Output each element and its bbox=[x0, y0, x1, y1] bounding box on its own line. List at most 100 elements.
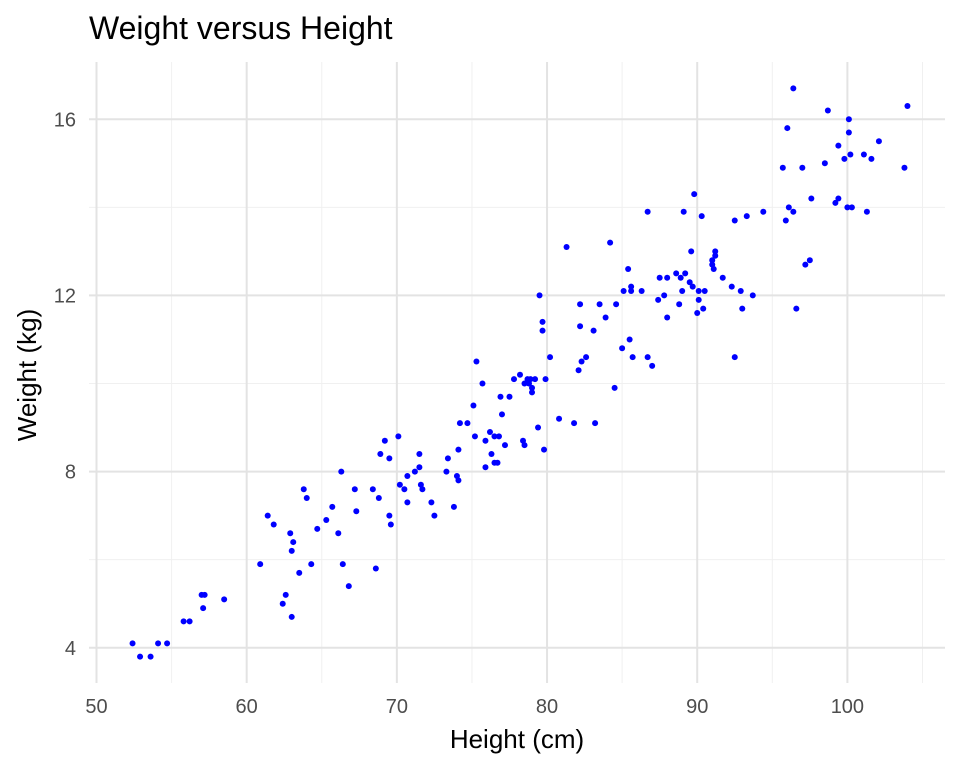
data-point bbox=[345, 583, 352, 590]
data-point bbox=[613, 301, 620, 308]
data-point bbox=[656, 274, 663, 281]
data-point bbox=[785, 204, 792, 211]
data-point bbox=[835, 142, 842, 149]
data-point bbox=[577, 301, 584, 308]
data-point bbox=[200, 605, 207, 612]
data-point bbox=[790, 85, 797, 92]
data-point bbox=[456, 420, 463, 427]
data-point bbox=[661, 292, 668, 299]
data-point bbox=[821, 160, 828, 167]
x-axis-title: Height (cm) bbox=[450, 724, 584, 754]
data-point bbox=[845, 129, 852, 136]
data-point bbox=[494, 459, 501, 466]
data-point bbox=[779, 164, 786, 171]
data-point bbox=[443, 468, 450, 475]
x-tick-label: 100 bbox=[831, 696, 864, 718]
data-point bbox=[844, 204, 851, 211]
data-point bbox=[620, 288, 627, 295]
data-point bbox=[288, 547, 295, 554]
data-point bbox=[444, 455, 451, 462]
data-point bbox=[700, 305, 707, 312]
data-point bbox=[186, 618, 193, 625]
data-point bbox=[676, 301, 683, 308]
data-point bbox=[510, 376, 517, 383]
data-point bbox=[677, 274, 684, 281]
data-point bbox=[712, 248, 719, 255]
data-point bbox=[377, 450, 384, 457]
data-point bbox=[782, 217, 789, 224]
data-point bbox=[455, 446, 462, 453]
y-tick-label: 12 bbox=[54, 285, 76, 307]
data-point bbox=[501, 442, 508, 449]
data-point bbox=[602, 314, 609, 321]
data-point bbox=[619, 345, 626, 352]
data-point bbox=[712, 252, 719, 259]
data-point bbox=[416, 450, 423, 457]
x-axis-tick-labels: 50 60 70 80 90 100 bbox=[85, 696, 864, 718]
data-point bbox=[626, 336, 633, 343]
data-point bbox=[644, 354, 651, 361]
data-point bbox=[353, 508, 360, 515]
data-point bbox=[535, 424, 542, 431]
chart-title: Weight versus Height bbox=[89, 10, 393, 46]
data-point bbox=[701, 288, 708, 295]
x-tick-label: 70 bbox=[386, 696, 408, 718]
data-point bbox=[698, 213, 705, 220]
data-point bbox=[536, 292, 543, 299]
data-point bbox=[155, 640, 162, 647]
data-point bbox=[784, 125, 791, 132]
data-point bbox=[450, 503, 457, 510]
data-point bbox=[793, 305, 800, 312]
data-point bbox=[689, 283, 696, 290]
y-axis-tick-labels: 4 8 12 16 bbox=[54, 109, 76, 660]
data-point bbox=[464, 420, 471, 427]
data-point bbox=[279, 600, 286, 607]
data-point bbox=[802, 261, 809, 268]
data-point bbox=[863, 208, 870, 215]
data-point bbox=[335, 530, 342, 537]
x-tick-label: 80 bbox=[536, 696, 558, 718]
data-point bbox=[471, 433, 478, 440]
data-point bbox=[749, 292, 756, 299]
data-point bbox=[808, 195, 815, 202]
data-point bbox=[506, 393, 513, 400]
major-gridlines bbox=[89, 62, 945, 683]
data-point bbox=[386, 455, 393, 462]
data-point bbox=[532, 376, 539, 383]
data-point bbox=[575, 367, 582, 374]
data-point bbox=[470, 402, 477, 409]
data-point bbox=[498, 411, 505, 418]
data-point bbox=[841, 155, 848, 162]
data-point bbox=[339, 561, 346, 568]
data-point bbox=[611, 384, 618, 391]
data-point bbox=[664, 314, 671, 321]
data-point bbox=[521, 380, 528, 387]
y-tick-label: 16 bbox=[54, 109, 76, 131]
data-point bbox=[673, 270, 680, 277]
y-tick-label: 8 bbox=[65, 462, 76, 484]
data-point bbox=[835, 195, 842, 202]
data-point bbox=[607, 239, 614, 246]
data-point bbox=[137, 653, 144, 660]
data-point bbox=[482, 437, 489, 444]
data-point bbox=[479, 380, 486, 387]
data-point bbox=[529, 389, 536, 396]
data-point bbox=[351, 486, 358, 493]
data-point bbox=[129, 640, 136, 647]
data-point bbox=[521, 442, 528, 449]
data-point bbox=[664, 274, 671, 281]
data-point bbox=[790, 208, 797, 215]
data-point bbox=[486, 428, 493, 435]
data-point bbox=[739, 305, 746, 312]
data-point bbox=[868, 155, 875, 162]
data-point bbox=[847, 151, 854, 158]
data-point bbox=[628, 283, 635, 290]
data-point bbox=[338, 468, 345, 475]
data-point bbox=[257, 561, 264, 568]
data-point bbox=[848, 204, 855, 211]
data-point bbox=[287, 530, 294, 537]
data-point bbox=[147, 653, 154, 660]
data-points bbox=[129, 85, 911, 660]
data-point bbox=[556, 415, 563, 422]
